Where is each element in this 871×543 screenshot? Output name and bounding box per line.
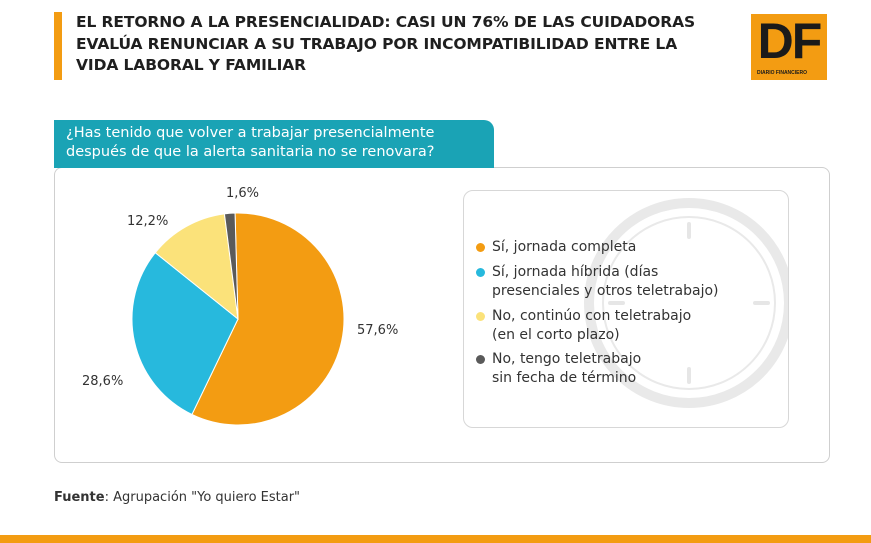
legend-item-no-tengo-teletrabajo: No, tengo teletrabajo sin fecha de térmi… (476, 350, 642, 388)
legend-item-sí-jornada-híbrida: Sí, jornada híbrida (días presenciales y… (476, 263, 719, 301)
df-logo: DF DIARIO FINANCIERO (751, 14, 827, 80)
legend-item-no-continúo-teletrabajo: No, continúo con teletrabajo (en el cort… (476, 307, 692, 345)
legend-item-line1: No, continúo con teletrabajo (492, 308, 692, 324)
legend-item-line1: Sí, jornada completa (492, 239, 637, 255)
legend-dot-blue (476, 268, 485, 277)
legend-item-line1: Sí, jornada híbrida (días (492, 264, 659, 280)
legend-dot-yellow (476, 312, 485, 321)
source-note: Fuente: Agrupación "Yo quiero Estar" (54, 490, 300, 505)
footer-accent-bar (0, 535, 871, 543)
legend-item-line1: No, tengo teletrabajo (492, 351, 642, 367)
logo-subtitle: DIARIO FINANCIERO (757, 70, 807, 76)
logo-text: DF (757, 13, 823, 69)
legend-dot-gray (476, 355, 485, 364)
pie-slice-2 (131, 251, 239, 416)
legend-dot-orange (476, 243, 485, 252)
legend-item-line2: presenciales y otros teletrabajo) (492, 283, 719, 299)
legend: Sí, jornada completa Sí, jornada híbrida… (463, 190, 789, 428)
legend-item-sí-jornada-completa: Sí, jornada completa (476, 238, 637, 257)
pie-slice-4 (223, 212, 239, 320)
slice-label-no-tengo-teletrabajo: 1,6% (226, 186, 260, 201)
slice-label-sí-jornada-completa: 57,6% (357, 323, 399, 338)
survey-question: ¿Has tenido que volver a trabajar presen… (54, 120, 494, 168)
legend-item-line2: (en el corto plazo) (492, 327, 620, 343)
legend-item-line2: sin fecha de término (492, 370, 637, 386)
page-title: EL RETORNO A LA PRESENCIALIDAD: CASI UN … (76, 13, 696, 74)
slice-label-no-continúo-teletrabajo: 12,2% (127, 214, 169, 229)
clock-watermark-icon (584, 198, 788, 408)
pie-slice-1 (191, 212, 345, 426)
source-label: Fuente (54, 490, 105, 505)
source-text: : Agrupación "Yo quiero Estar" (104, 490, 301, 505)
headline-accent-bar (54, 12, 62, 80)
pie-slice-3 (154, 213, 239, 321)
slice-label-sí-jornada-híbrida: 28,6% (82, 374, 124, 389)
